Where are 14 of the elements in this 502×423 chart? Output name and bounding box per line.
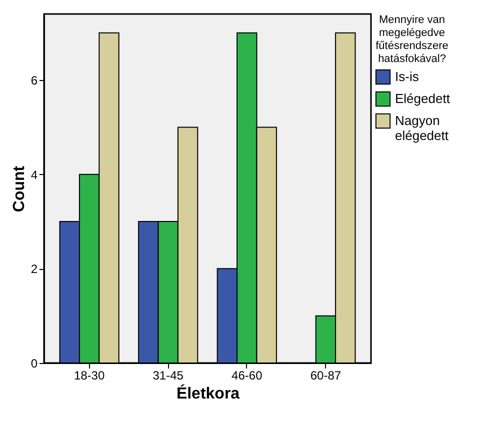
y-tick-label: 4: [30, 168, 38, 182]
legend-label: Elégedett: [395, 91, 450, 106]
y-tick-label: 2: [30, 262, 38, 276]
y-tick-label: 0: [30, 356, 38, 370]
legend-label: Is-is: [395, 69, 420, 84]
x-axis-title: Életkora: [176, 384, 240, 402]
legend-label: Nagyon elégedett: [395, 113, 449, 143]
y-axis-title: Count: [10, 165, 28, 212]
x-tick-label: 31-45: [152, 368, 184, 382]
x-tick-label: 18-30: [74, 368, 105, 382]
legend-title: Mennyire van megelégedve fűtésrendszere hatásfokával?: [376, 14, 448, 65]
x-tick-label: 46-60: [232, 368, 263, 382]
y-tick-label: 6: [30, 74, 38, 88]
x-tick-label: 60-87: [310, 368, 342, 382]
